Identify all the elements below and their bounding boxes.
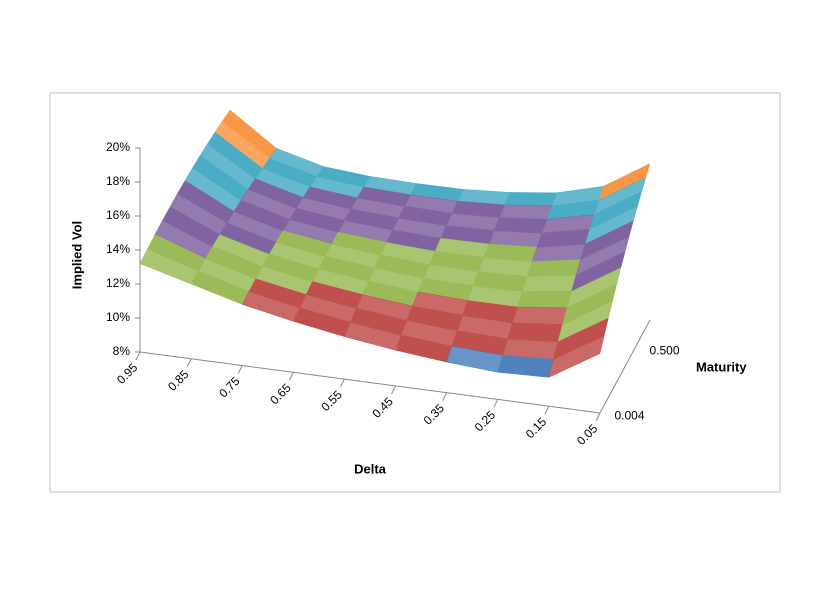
surface-patch bbox=[548, 335, 605, 378]
x-axis-title: Delta bbox=[354, 461, 387, 476]
y-tick-label: 16% bbox=[106, 208, 130, 222]
x-tick bbox=[135, 351, 141, 361]
x-tick bbox=[595, 412, 601, 422]
surface-patch bbox=[512, 306, 568, 325]
x-tick bbox=[237, 365, 243, 374]
y-axis-title: Implied Vol bbox=[69, 221, 84, 289]
z-axis-title: Maturity bbox=[696, 359, 747, 374]
y-tick-label: 10% bbox=[106, 310, 130, 324]
z-tick-label: 0.500 bbox=[650, 343, 680, 357]
x-tick bbox=[391, 385, 397, 395]
surface-patch bbox=[504, 192, 558, 207]
x-tick bbox=[544, 405, 550, 415]
y-tick-label: 8% bbox=[113, 344, 131, 358]
z-axis-line bbox=[599, 319, 651, 414]
x-tick bbox=[288, 372, 294, 381]
surface-patch bbox=[499, 204, 553, 220]
y-tick-label: 20% bbox=[106, 140, 130, 154]
z-tick-label: 0.004 bbox=[615, 409, 645, 423]
surface-patch bbox=[521, 274, 577, 292]
x-tick bbox=[493, 399, 499, 408]
surface-patch bbox=[507, 322, 563, 343]
surface-patch bbox=[517, 291, 572, 309]
surface-patch bbox=[526, 259, 581, 277]
x-tick bbox=[186, 358, 192, 368]
x-tick bbox=[442, 392, 448, 401]
y-tick-label: 14% bbox=[106, 242, 130, 256]
y-tick-label: 18% bbox=[106, 174, 130, 188]
x-tick bbox=[339, 378, 345, 388]
y-tick-label: 12% bbox=[106, 276, 130, 290]
x-axis-line bbox=[139, 351, 601, 414]
